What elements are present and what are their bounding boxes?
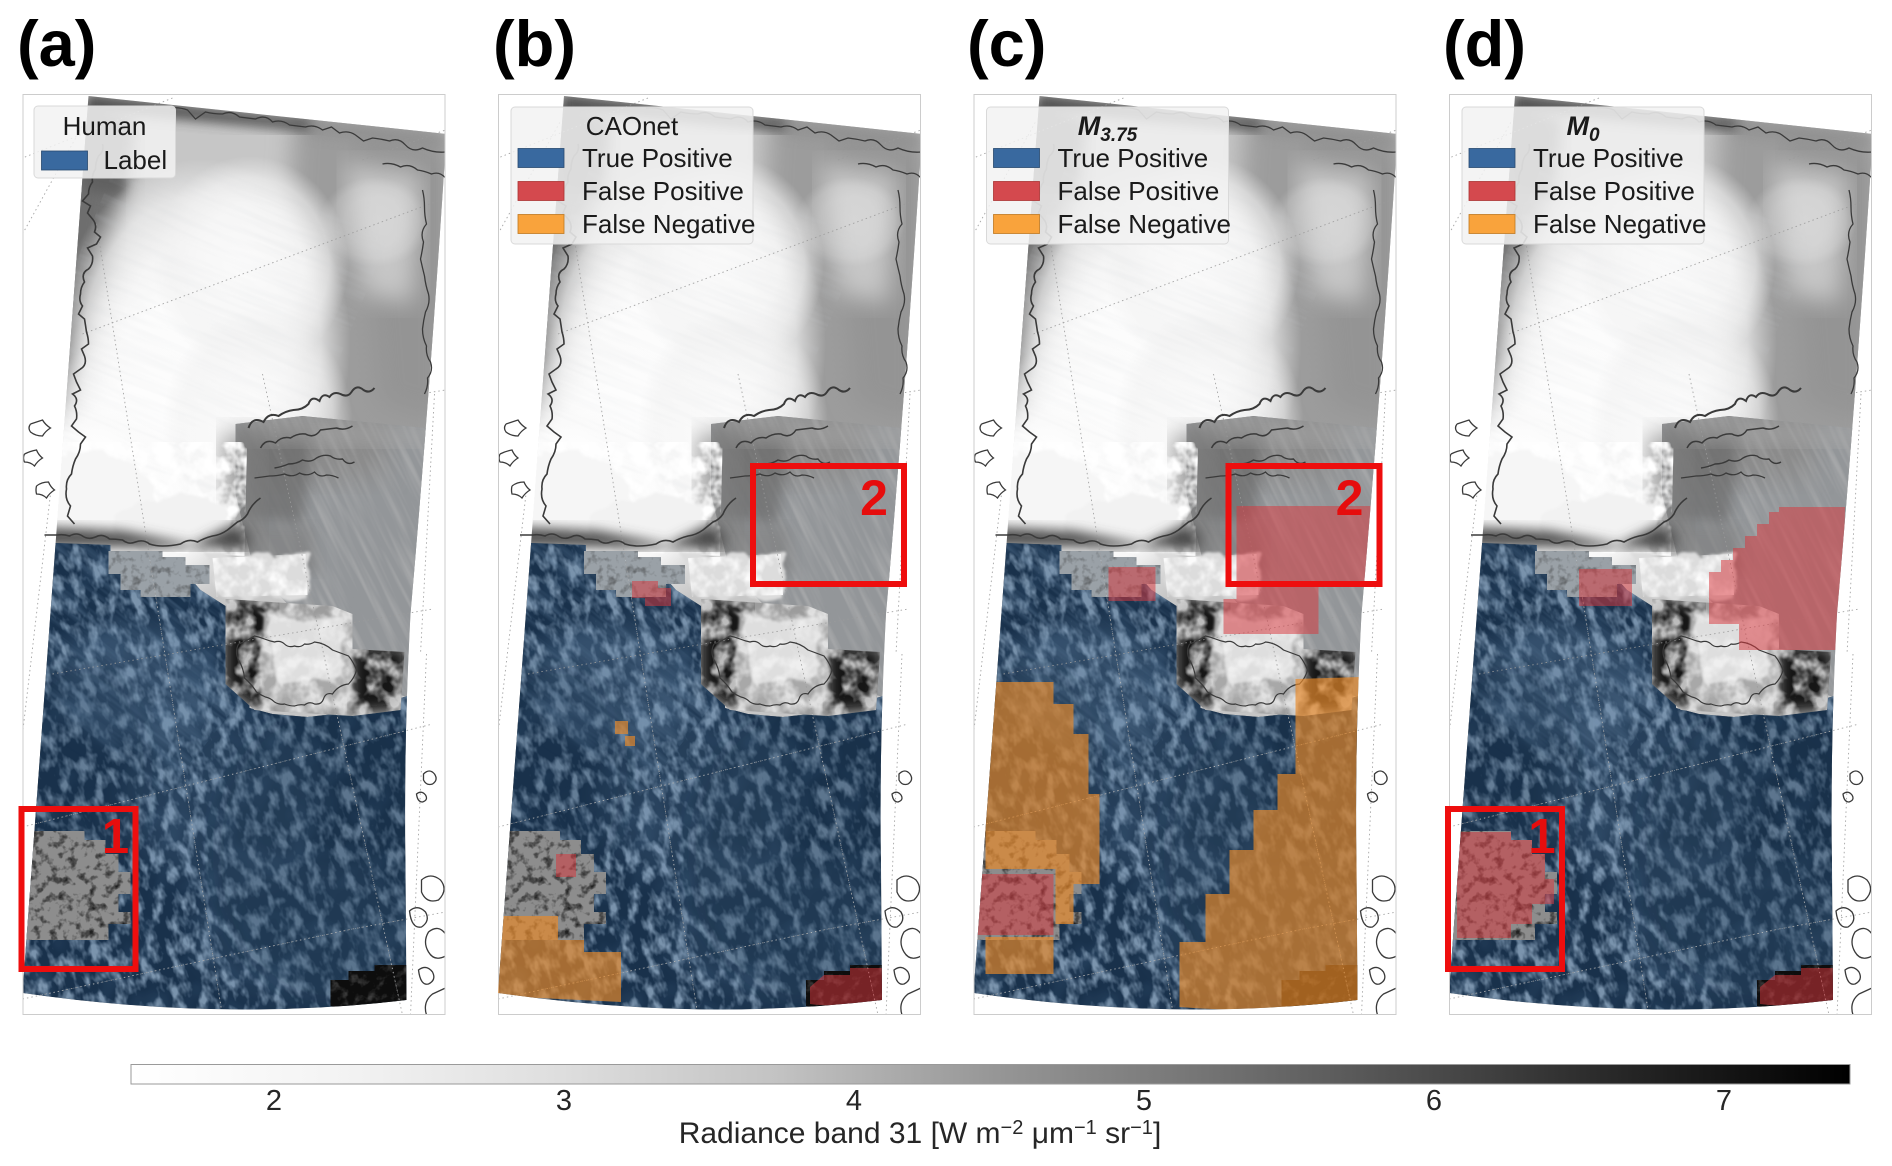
svg-text:5: 5 [1136, 1085, 1152, 1117]
svg-text:6: 6 [1426, 1085, 1442, 1117]
svg-text:True Positive: True Positive [582, 143, 733, 173]
svg-text:False Negative: False Negative [1058, 209, 1231, 239]
svg-text:(a): (a) [17, 7, 96, 80]
svg-text:7: 7 [1716, 1085, 1732, 1117]
svg-text:(c): (c) [967, 7, 1046, 80]
svg-text:False Negative: False Negative [582, 209, 755, 239]
svg-text:False Negative: False Negative [1533, 209, 1706, 239]
svg-text:False Positive: False Positive [1533, 176, 1695, 206]
svg-text:True Positive: True Positive [1533, 143, 1684, 173]
svg-text:2: 2 [860, 470, 888, 526]
svg-text:Label: Label [104, 145, 168, 175]
svg-text:2: 2 [266, 1085, 282, 1117]
svg-text:Radiance band 31 [W m−2 μm−1 s: Radiance band 31 [W m−2 μm−1 sr−1] [679, 1117, 1162, 1150]
svg-text:(d): (d) [1443, 7, 1526, 80]
svg-text:False Positive: False Positive [582, 176, 744, 206]
svg-text:(b): (b) [493, 7, 576, 80]
svg-text:CAOnet: CAOnet [586, 111, 679, 141]
svg-text:False Positive: False Positive [1058, 176, 1220, 206]
svg-text:1: 1 [1528, 810, 1555, 864]
svg-text:3: 3 [556, 1085, 572, 1117]
svg-text:2: 2 [1336, 470, 1364, 526]
svg-text:Human: Human [63, 111, 147, 141]
svg-text:1: 1 [102, 810, 129, 864]
svg-text:True Positive: True Positive [1058, 143, 1209, 173]
svg-text:4: 4 [846, 1085, 862, 1117]
